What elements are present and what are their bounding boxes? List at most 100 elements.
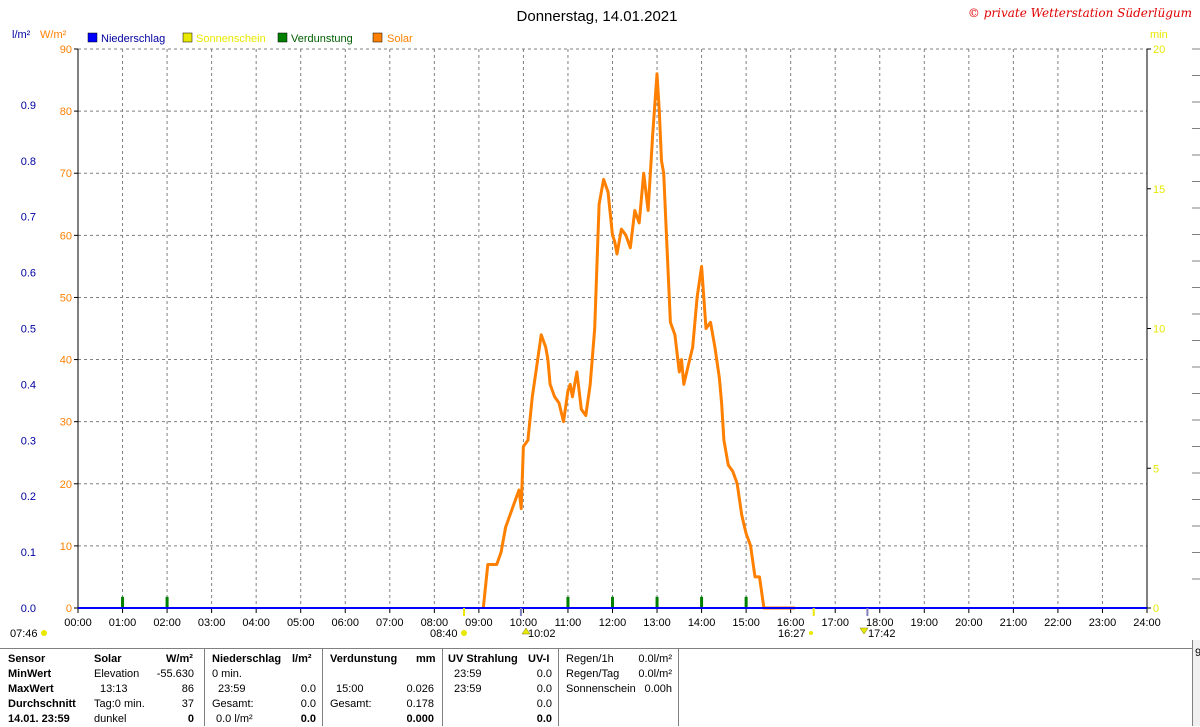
y-rain-tick-label: 0.0	[21, 603, 36, 615]
x-tick-label: 04:00	[242, 617, 270, 629]
x-tick-label: 16:00	[777, 617, 805, 629]
uv-min-value: 0.0	[536, 668, 552, 680]
legend-label-solar: Solar	[387, 33, 413, 45]
solar-max-value: 86	[181, 683, 194, 695]
x-tick-label: 21:00	[1000, 617, 1028, 629]
x-tick-label: 10:00	[510, 617, 538, 629]
y-sun-tick-label: 5	[1153, 463, 1159, 475]
x-tick-label: 00:00	[64, 617, 92, 629]
rain-min-label: 0 min.	[212, 668, 242, 680]
series-verdunstung-bar	[744, 596, 748, 608]
solar-header: Solar	[94, 653, 122, 665]
legend-swatch-verdunstung	[277, 32, 288, 43]
sun-markers	[41, 48, 1200, 636]
solar-max-label: 13:13	[100, 683, 128, 695]
legend-label-niederschlag: Niederschlag	[101, 33, 165, 45]
sunshine-value: 0.00h	[644, 683, 672, 695]
y-rain-tick-label: 0.2	[21, 491, 36, 503]
solar-min-value: -55.630	[156, 668, 194, 680]
y-solar-tick-label: 0	[66, 603, 72, 615]
stats-col-summary: Regen/1h 0.0l/m² Regen/Tag 0.0l/m² Sonne…	[566, 648, 678, 726]
x-tick-label: 22:00	[1044, 617, 1072, 629]
rain-current-value: 0.0	[300, 713, 316, 725]
y-rain-tick-label: 0.8	[21, 156, 36, 168]
x-tick-label: 09:00	[465, 617, 493, 629]
x-tick-label: 14:00	[688, 617, 716, 629]
legend: Niederschlag Sonnenschein Verdunstung So…	[87, 32, 413, 45]
row-label-avg: Durchschnitt	[8, 698, 76, 710]
sunshine-start-dot	[461, 630, 467, 636]
x-tick-label: 20:00	[955, 617, 983, 629]
chart-grid	[78, 48, 1147, 608]
side-panel-value: 9	[1195, 647, 1200, 659]
stats-table: Sensor MinWert MaxWert Durchschnitt 14.0…	[0, 648, 1200, 726]
sunrise-time: 07:46	[10, 628, 38, 640]
evap-header: Verdunstung	[330, 653, 398, 665]
y-solar-tick-label: 80	[60, 106, 72, 118]
solar-unit: W/m²	[166, 653, 193, 665]
row-label-min: MinWert	[8, 668, 52, 680]
stats-col-uv: UV Strahlung UV-I 23:59 0.0 23:59 0.0 0.…	[448, 648, 558, 726]
y-solar-tick-label: 60	[60, 230, 72, 242]
x-tick-label: 24:00	[1133, 617, 1161, 629]
y-rain-tick-label: 0.7	[21, 212, 36, 224]
rain-max-value: 0.0	[300, 683, 316, 695]
x-tick-label: 08:00	[421, 617, 449, 629]
copyright-label: © private Wetterstation Süderlügum	[968, 6, 1192, 20]
y-rain-tick-label: 0.6	[21, 268, 36, 280]
y-rain-tick-label: 0.9	[21, 100, 36, 112]
weather-chart: 00:00 01:00 02:00 03:00 04:00 05:00 06:00 07:00…	[10, 6, 1200, 640]
y-solar-tick-label: 20	[60, 479, 72, 491]
series-solar-line	[481, 72, 796, 610]
rain-day-label: Regen/Tag	[566, 668, 620, 680]
series-verdunstung-bar	[611, 596, 614, 608]
x-tick-label: 07:00	[376, 617, 404, 629]
rain-avg-label: Gesamt:	[212, 698, 254, 710]
x-tick-label: 15:00	[732, 617, 760, 629]
row-label-max: MaxWert	[8, 683, 54, 695]
evap-max-label: 15:00	[336, 683, 364, 695]
x-tick-label: 02:00	[153, 617, 181, 629]
x-tick-label: 01:00	[109, 617, 137, 629]
uv-current-value: 0.0	[536, 713, 552, 725]
uv-avg-value: 0.0	[536, 698, 552, 710]
solar-min-label: Elevation	[94, 668, 140, 680]
y-solar-tick-label: 90	[60, 44, 72, 56]
row-label-sensor: Sensor	[8, 653, 46, 665]
rain-1h-value: 0.0l/m²	[638, 653, 672, 665]
rain-header: Niederschlag	[212, 653, 282, 665]
right-sun-unit: min	[1150, 29, 1168, 41]
series-verdunstung-bar	[566, 596, 570, 608]
series-verdunstung-bar	[165, 596, 169, 608]
y-solar-tick-label: 40	[60, 355, 72, 367]
uv-max-value: 0.0	[536, 683, 552, 695]
y-solar-tick-label: 30	[60, 417, 72, 429]
chart-series	[78, 72, 1147, 610]
left-solar-unit: W/m²	[40, 29, 67, 41]
y-rain-tick-label: 0.4	[21, 379, 36, 391]
series-verdunstung-bar	[700, 596, 704, 608]
evap-avg-value: 0.178	[406, 698, 434, 710]
legend-swatch-solar	[372, 32, 383, 43]
chart-ticks: 00:00 01:00 02:00 03:00 04:00 05:00 06:00 07:00…	[21, 44, 1166, 629]
x-tick-label: 17:00	[821, 617, 849, 629]
evap-current-value: 0.000	[406, 713, 434, 725]
evap-unit: mm	[416, 653, 436, 665]
solar-current-label: dunkel	[94, 713, 127, 725]
stats-col-solar: Solar W/m² Elevation -55.630 13:13 86 Ta…	[94, 648, 202, 726]
y-sun-tick-label: 0	[1153, 603, 1159, 615]
legend-label-verdunstung: Verdunstung	[291, 33, 353, 45]
sunshine-end-time: 16:27	[778, 628, 806, 640]
sunset-arrow	[859, 627, 869, 635]
rain-current-label: 0.0 l/m²	[216, 713, 253, 725]
solar-noon-time: 10:02	[528, 628, 556, 640]
x-tick-label: 03:00	[198, 617, 226, 629]
evap-avg-label: Gesamt:	[330, 698, 372, 710]
left-rain-unit: l/m²	[12, 29, 31, 41]
rain-day-value: 0.0l/m²	[638, 668, 672, 680]
uv-min-label: 23:59	[454, 668, 482, 680]
y-solar-tick-label: 50	[60, 292, 72, 304]
rain-min-value	[258, 667, 316, 682]
x-tick-label: 13:00	[643, 617, 671, 629]
rain-1h-label: Regen/1h	[566, 653, 614, 665]
